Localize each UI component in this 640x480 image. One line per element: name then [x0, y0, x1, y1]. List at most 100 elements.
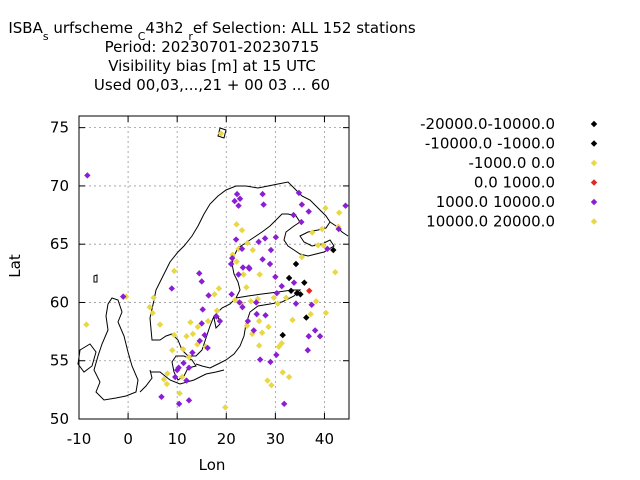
data-point: [250, 327, 257, 334]
data-point: [179, 345, 187, 353]
data-point: [201, 331, 208, 339]
data-point: [335, 209, 343, 216]
legend-marker: [590, 159, 598, 167]
data-point: [169, 347, 176, 354]
data-point: [158, 393, 165, 401]
data-point: [314, 242, 322, 249]
data-point: [233, 258, 240, 265]
title-text: r: [188, 30, 193, 43]
data-point: [236, 195, 244, 202]
legend-label: 10000.0 20000.0: [426, 213, 555, 231]
legend-marker: [590, 179, 598, 186]
data-point: [297, 291, 304, 298]
x-tick-label: 30: [266, 430, 285, 448]
data-point: [235, 245, 242, 253]
data-point: [233, 190, 241, 198]
data-point: [189, 330, 197, 338]
x-axis-label: Lon: [199, 456, 226, 474]
data-point: [185, 397, 193, 404]
coastline-map: [77, 127, 349, 401]
data-point: [178, 373, 186, 381]
data-point: [259, 256, 266, 263]
data-point: [298, 218, 305, 226]
data-point: [183, 333, 190, 340]
legend-label: 1000.0 10000.0: [436, 193, 555, 211]
data-point: [235, 202, 242, 209]
data-point: [266, 260, 274, 268]
data-point: [215, 285, 223, 292]
data-point: [267, 358, 274, 366]
data-point: [196, 337, 203, 345]
title-text: Period: 20230701-20230715: [105, 38, 320, 56]
data-point: [255, 342, 263, 349]
data-point: [204, 344, 211, 352]
data-point: [233, 221, 240, 228]
data-point: [172, 373, 179, 381]
data-point: [211, 291, 218, 298]
data-point: [312, 298, 320, 305]
data-point: [322, 204, 329, 212]
data-point: [238, 245, 246, 253]
y-tick-label: 60: [50, 293, 69, 311]
data-point: [292, 300, 300, 307]
data-point: [243, 322, 251, 329]
y-axis-label: Lat: [6, 254, 24, 278]
data-point: [335, 225, 342, 233]
data-point: [306, 287, 313, 295]
data-point: [198, 278, 205, 285]
data-point: [164, 370, 171, 377]
data-point: [231, 296, 239, 304]
data-point: [261, 235, 269, 242]
data-point: [307, 310, 314, 318]
data-point: [292, 260, 300, 268]
data-point: [149, 309, 156, 317]
title-line: Visibility bias [m] at 15 UTC: [108, 57, 316, 75]
data-point: [279, 369, 286, 376]
title-text: Used 00,03,...,21 + 00 03 ... 60: [94, 76, 330, 94]
x-tick-label: -10: [67, 430, 92, 448]
data-point: [171, 331, 178, 339]
data-point: [320, 242, 327, 249]
data-point: [244, 239, 251, 247]
data-point: [213, 313, 220, 320]
data-point: [228, 291, 235, 298]
data-point: [216, 317, 224, 325]
data-point: [287, 287, 295, 295]
y-tick-label: 50: [50, 410, 69, 428]
data-point: [180, 359, 187, 367]
data-point: [330, 246, 337, 254]
data-point: [239, 303, 246, 311]
title-text: ISBA: [8, 19, 43, 37]
data-point: [332, 268, 339, 276]
data-point: [146, 303, 153, 311]
title-text: ef Selection: ALL 152 stations: [193, 19, 416, 37]
data-point: [240, 271, 247, 278]
data-point: [160, 376, 168, 383]
data-point: [235, 271, 242, 278]
data-points: [83, 130, 349, 411]
title-text: C: [138, 30, 146, 43]
data-point: [260, 201, 267, 208]
data-point: [185, 354, 193, 361]
data-point: [273, 351, 280, 359]
data-point: [267, 246, 275, 254]
data-point: [171, 267, 178, 275]
data-point: [205, 292, 212, 299]
data-point: [232, 236, 240, 243]
data-point: [270, 294, 278, 301]
y-tick-label: 55: [50, 352, 69, 370]
data-point: [272, 273, 279, 281]
data-point: [278, 340, 285, 347]
data-point: [228, 254, 236, 262]
data-point: [324, 245, 331, 253]
data-point: [247, 298, 255, 305]
legend-label: -1000.0 0.0: [468, 154, 555, 172]
legend: -20000.0-10000.0 -10000.0 -1000.0-1000.0 …: [420, 115, 598, 231]
x-tick-label: 10: [168, 430, 187, 448]
data-point: [285, 373, 293, 381]
data-point: [298, 253, 306, 261]
data-point: [168, 285, 175, 292]
data-point: [253, 299, 260, 306]
data-point: [256, 356, 264, 363]
